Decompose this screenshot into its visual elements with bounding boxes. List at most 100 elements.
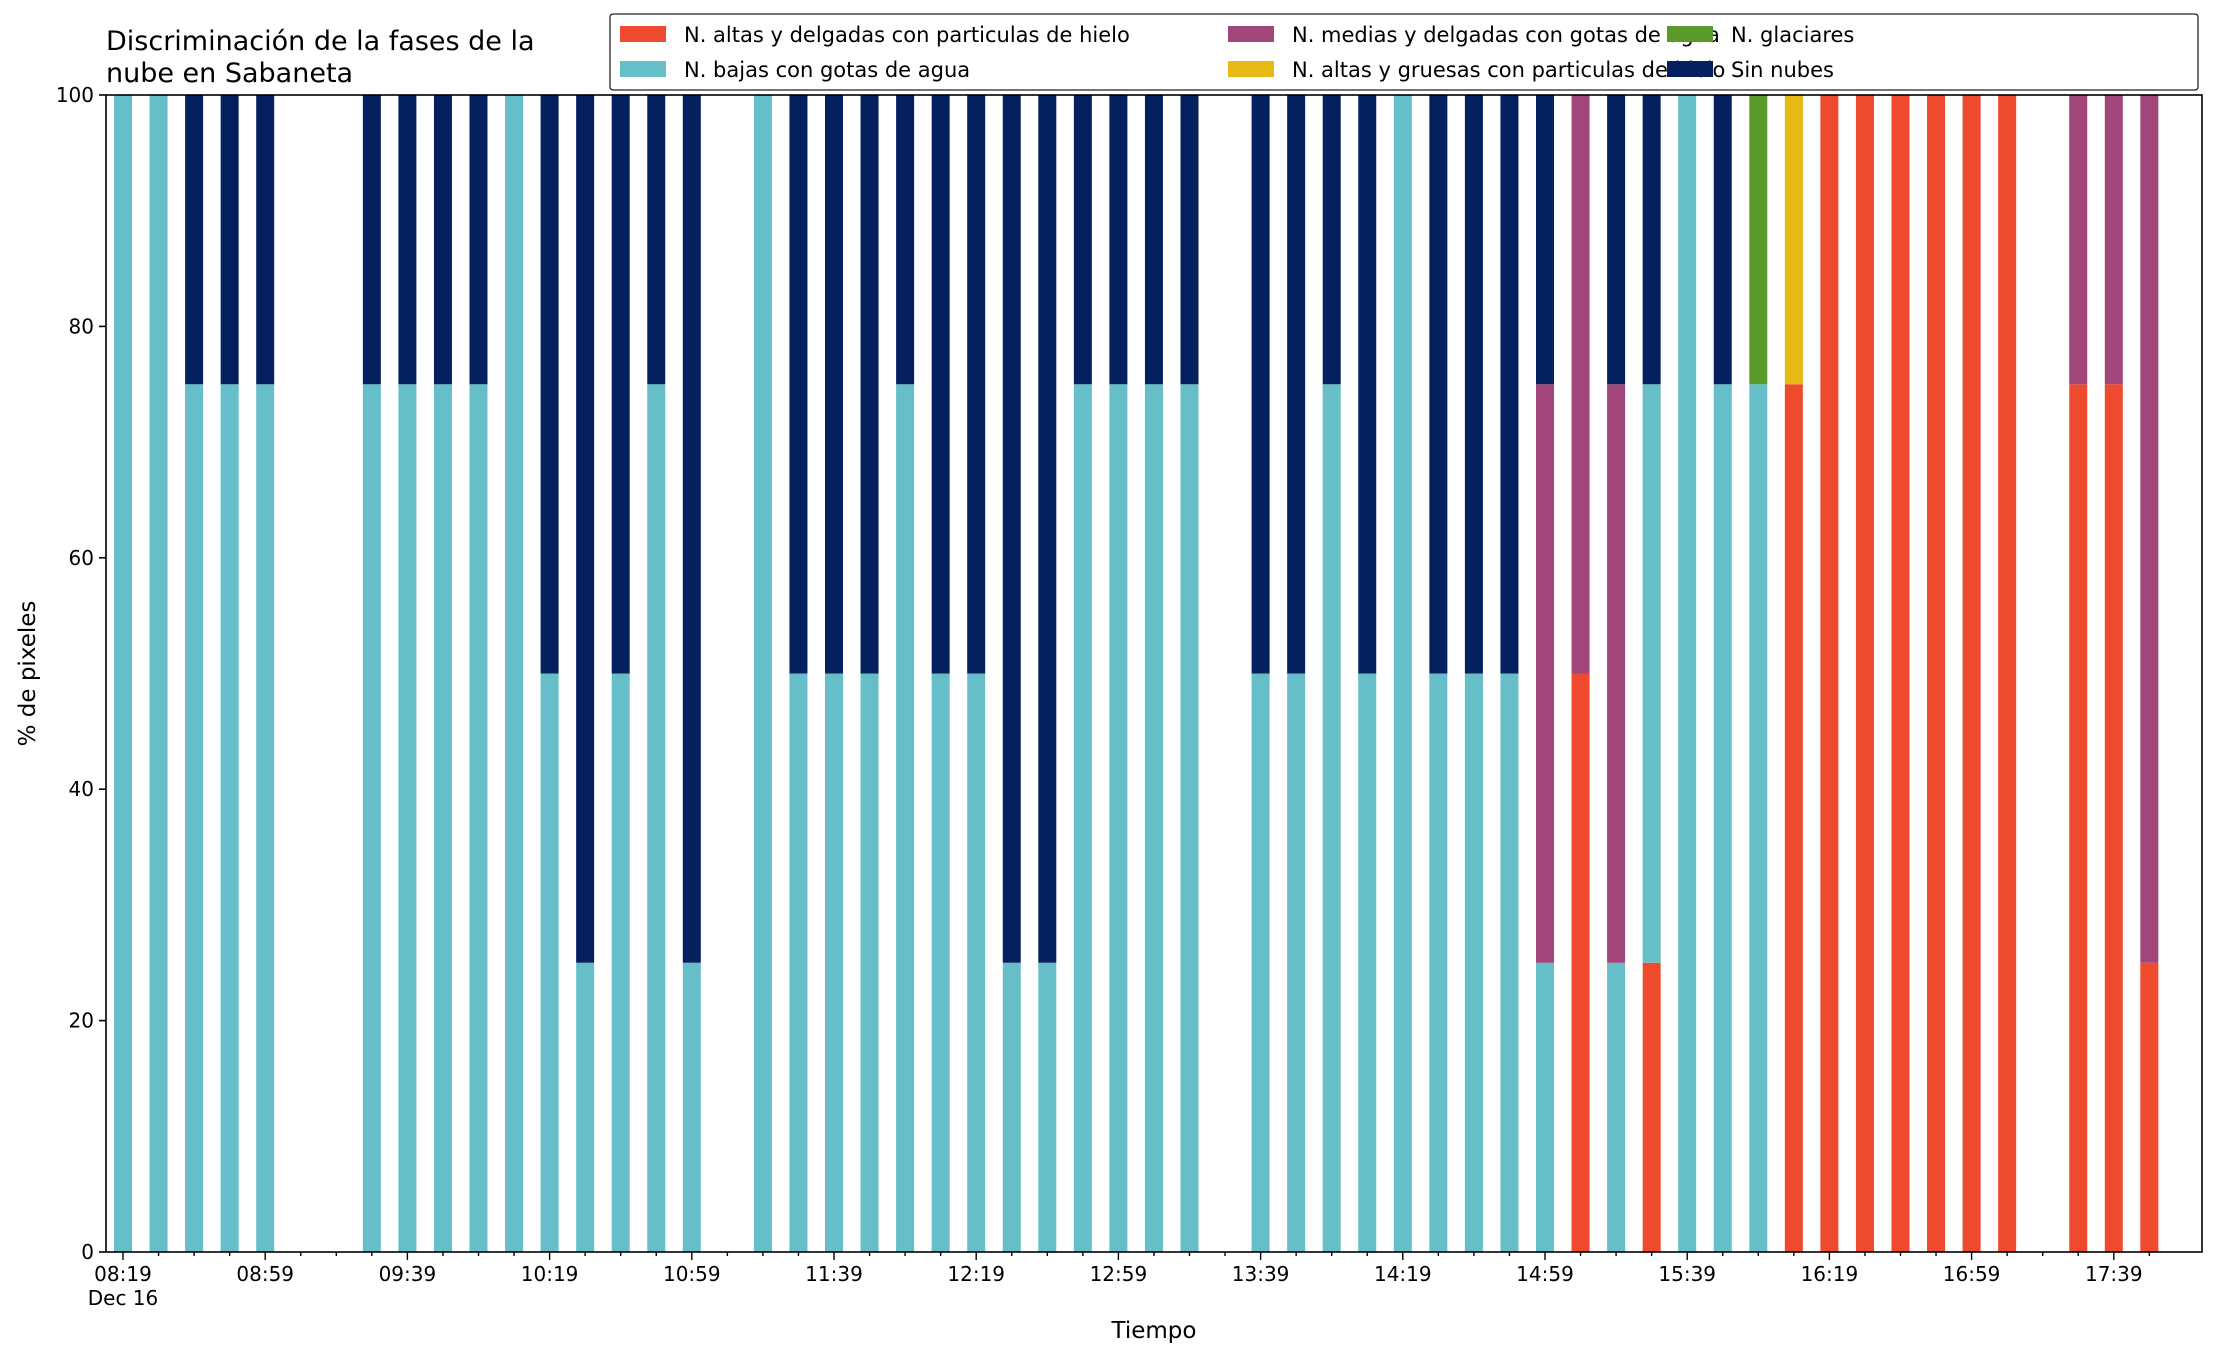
x-tick-label: 16:59 xyxy=(1943,1262,2001,1286)
bar-segment xyxy=(860,673,879,1252)
bar-segment xyxy=(753,95,772,1252)
bar-segment xyxy=(1855,95,1874,1252)
bar-segment xyxy=(1784,95,1803,385)
chart-title-line-1: Discriminación de la fases de la xyxy=(106,26,535,57)
bar-segment xyxy=(1109,384,1128,1252)
bar-segment xyxy=(540,95,559,674)
bar-segment xyxy=(1464,673,1483,1252)
bar-segment xyxy=(825,673,843,1252)
bar-segment xyxy=(1144,384,1163,1252)
bar-segment xyxy=(825,95,843,674)
y-axis-label: % de pixeles xyxy=(15,601,41,747)
legend-label: N. altas y delgadas con particulas de hi… xyxy=(684,23,1130,47)
bar-segment xyxy=(1713,384,1732,1252)
bar-segment xyxy=(1571,95,1590,674)
bar-segment xyxy=(220,95,239,385)
x-tick-label: 17:39 xyxy=(2085,1262,2143,1286)
x-tick-label: 12:19 xyxy=(947,1262,1005,1286)
bar-segment xyxy=(1038,962,1057,1252)
bar-segment xyxy=(398,384,417,1252)
bar-segment xyxy=(611,95,630,674)
bar-segment xyxy=(1536,962,1554,1252)
legend-swatch xyxy=(1228,26,1274,42)
x-tick-label: 08:19 xyxy=(94,1262,152,1286)
bar-segment xyxy=(220,384,239,1252)
y-tick-label: 20 xyxy=(69,1009,94,1033)
legend-swatch xyxy=(620,61,666,77)
y-tick-label: 80 xyxy=(69,314,94,338)
bar-segment xyxy=(256,95,275,385)
bar-segment xyxy=(789,95,808,674)
bar-segment xyxy=(1002,95,1021,963)
bar-segment xyxy=(1536,95,1554,385)
bar-segment xyxy=(1073,95,1092,385)
legend-label: Sin nubes xyxy=(1731,58,1834,82)
x-tick-label: 08:59 xyxy=(236,1262,294,1286)
bar-segment xyxy=(1180,384,1199,1252)
bar-segment xyxy=(1962,95,1981,1252)
bar-segment xyxy=(1749,95,1768,385)
legend-box xyxy=(609,13,2199,91)
bar-segment xyxy=(647,95,666,385)
x-tick-label: 10:19 xyxy=(521,1262,579,1286)
legend: N. altas y delgadas con particulas de hi… xyxy=(609,13,2199,91)
bar-segment xyxy=(1002,962,1021,1252)
bar-segment xyxy=(1749,384,1768,1252)
bar-segment xyxy=(1109,95,1128,385)
x-tick-label: 14:59 xyxy=(1516,1262,1574,1286)
bar-segment xyxy=(185,384,204,1252)
bar-segment xyxy=(433,384,452,1252)
bar-segment xyxy=(433,95,452,385)
x-tick-sublabel: Dec 16 xyxy=(88,1286,159,1310)
bar-segment xyxy=(2069,95,2088,385)
x-axis-label: Tiempo xyxy=(1111,1318,1197,1344)
y-tick-label: 100 xyxy=(56,83,94,107)
bar-segment xyxy=(1073,384,1092,1252)
bar-segment xyxy=(1358,673,1377,1252)
chart-title-line-2: nube en Sabaneta xyxy=(106,58,353,89)
y-tick-label: 0 xyxy=(81,1240,94,1264)
x-tick-label: 11:39 xyxy=(805,1262,863,1286)
bar-segment xyxy=(1464,95,1483,674)
bar-segment xyxy=(1607,384,1626,963)
bar-segment xyxy=(149,95,168,1252)
bar-segment xyxy=(2104,95,2123,385)
bar-segment xyxy=(931,673,950,1252)
bar-segment xyxy=(896,95,915,385)
bar-segment xyxy=(1536,384,1554,963)
legend-label: N. bajas con gotas de agua xyxy=(684,58,970,82)
legend-swatch xyxy=(620,26,666,42)
bar-segment xyxy=(1038,95,1057,963)
y-tick-label: 60 xyxy=(69,546,94,570)
bar-segment xyxy=(362,384,381,1252)
x-tick-label: 09:39 xyxy=(379,1262,437,1286)
bar-segment xyxy=(1642,95,1661,385)
bar-segment xyxy=(967,95,986,674)
bar-segment xyxy=(256,384,275,1252)
bar-segment xyxy=(1607,95,1626,385)
bar-segment xyxy=(2104,384,2123,1252)
bar-segment xyxy=(576,95,595,963)
bar-segment xyxy=(1322,384,1341,1252)
bar-segment xyxy=(1251,95,1270,674)
bars-layer xyxy=(114,95,2159,1252)
bar-segment xyxy=(1607,962,1626,1252)
x-tick-label: 16:19 xyxy=(1801,1262,1859,1286)
bar-segment xyxy=(1713,95,1732,385)
bar-segment xyxy=(540,673,559,1252)
bar-segment xyxy=(1571,673,1590,1252)
bar-segment xyxy=(576,962,595,1252)
legend-swatch xyxy=(1667,26,1713,42)
bar-segment xyxy=(1429,673,1448,1252)
bar-segment xyxy=(2140,962,2159,1252)
bar-segment xyxy=(2140,95,2159,963)
bar-segment xyxy=(789,673,808,1252)
bar-segment xyxy=(860,95,879,674)
y-tick-label: 40 xyxy=(69,777,94,801)
bar-segment xyxy=(1678,95,1697,1252)
bar-segment xyxy=(398,95,417,385)
bar-segment xyxy=(647,384,666,1252)
bar-segment xyxy=(362,95,381,385)
